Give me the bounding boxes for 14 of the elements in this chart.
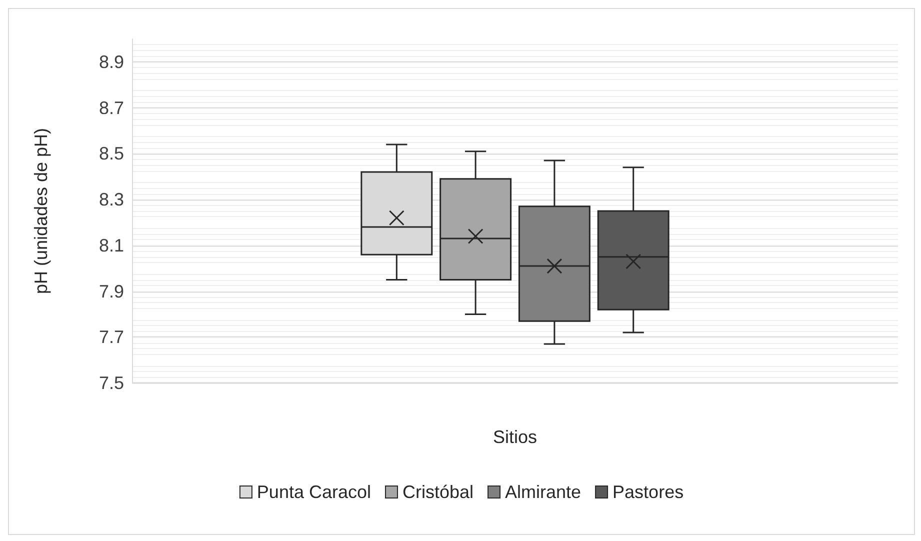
y-tick-label: 8.1: [98, 235, 124, 256]
y-tick-label: 7.7: [98, 327, 124, 348]
legend-label: Pastores: [612, 482, 684, 502]
legend-label: Cristóbal: [402, 482, 474, 502]
y-tick-label: 8.7: [98, 98, 124, 118]
y-tick-label: 8.9: [98, 52, 124, 72]
y-tick-label: 7.9: [98, 281, 124, 302]
y-tick-label: 8.3: [98, 190, 124, 210]
legend-label: Punta Caracol: [256, 482, 372, 502]
y-tick-label: 8.5: [98, 144, 124, 164]
x-axis-title: Sitios: [492, 427, 538, 447]
y-tick-label: 7.5: [98, 373, 124, 393]
y-axis-title: pH (unidades de pH): [31, 128, 51, 294]
legend-label: Almirante: [505, 482, 582, 502]
